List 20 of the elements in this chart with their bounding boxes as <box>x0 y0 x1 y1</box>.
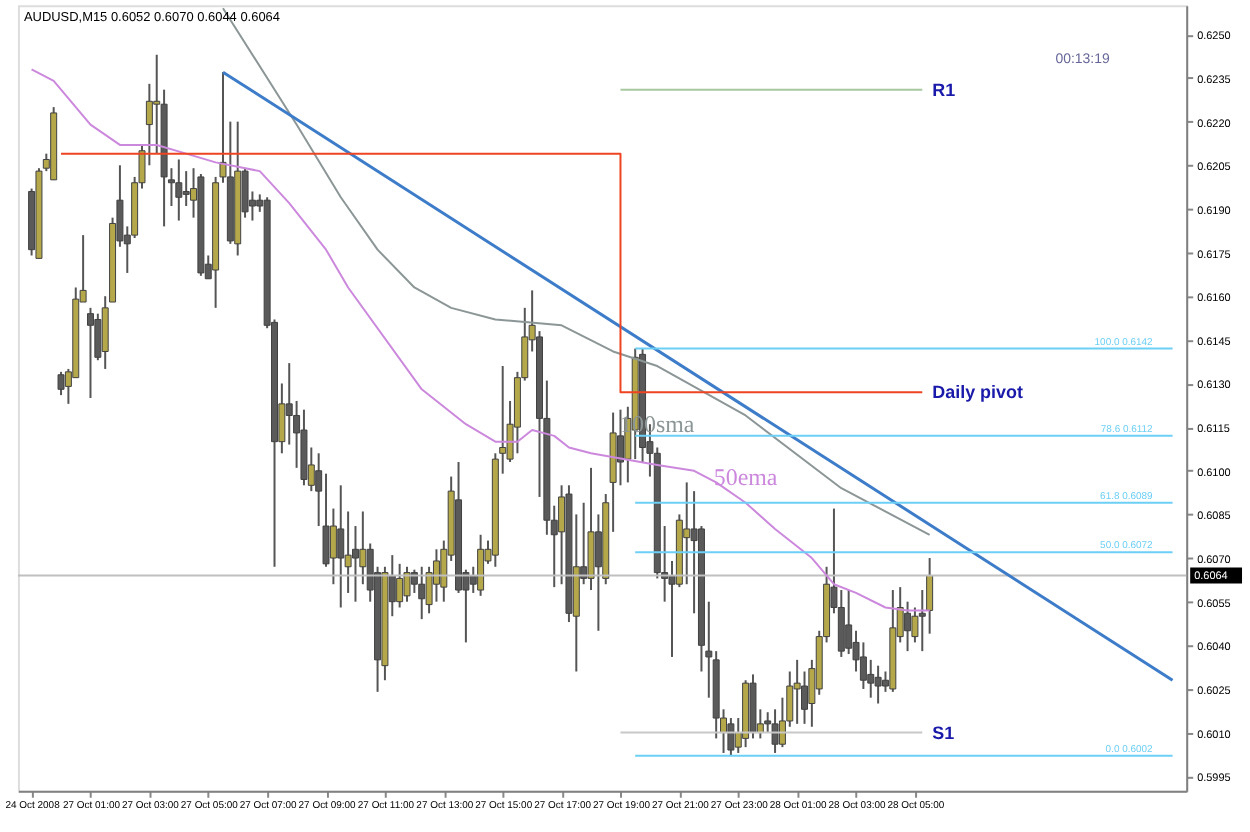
candlestick <box>793 658 801 725</box>
candlestick <box>57 370 65 397</box>
candlestick <box>477 533 485 597</box>
series-label: Daily pivot <box>932 382 1023 403</box>
candlestick <box>771 708 779 754</box>
series-label: R1 <box>932 79 956 100</box>
candlestick <box>904 600 912 653</box>
series-label: S1 <box>932 722 955 743</box>
candlestick <box>396 562 404 609</box>
candlestick <box>175 158 183 222</box>
candlestick <box>727 717 735 757</box>
candlestick <box>337 484 345 609</box>
candlestick <box>403 565 411 603</box>
candlestick <box>182 170 190 208</box>
candlestick <box>616 408 624 487</box>
candlestick <box>683 481 691 586</box>
candlestick <box>86 306 94 400</box>
series-label: 50ema <box>713 462 779 491</box>
candlestick <box>418 565 426 621</box>
candlestick <box>874 664 882 705</box>
